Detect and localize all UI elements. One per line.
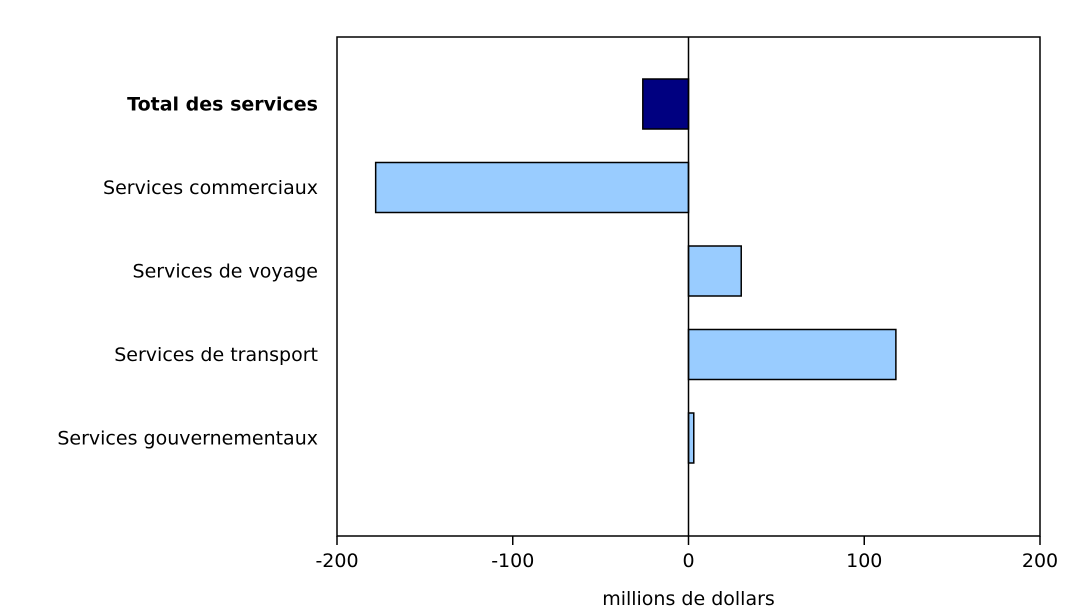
bar-0 — [642, 78, 690, 130]
bar-4 — [687, 412, 695, 464]
bar-3 — [687, 328, 897, 381]
category-label-3: Services de transport — [114, 344, 318, 366]
category-labels: Total des services Services commerciaux Se… — [57, 94, 318, 450]
bar-1 — [374, 161, 690, 214]
bar-2 — [687, 245, 742, 297]
category-label-1: Services commerciaux — [103, 177, 318, 199]
x-tick-label-4: 200 — [1022, 550, 1058, 572]
x-axis-title: millions de dollars — [602, 588, 775, 610]
category-label-0: Total des services — [127, 94, 318, 116]
category-label-4: Services gouvernementaux — [57, 428, 318, 450]
category-label-2: Services de voyage — [133, 261, 318, 283]
x-tick-label-3: 100 — [846, 550, 882, 572]
x-axis-ticks: -200 -100 0 100 200 — [315, 536, 1058, 572]
x-tick-label-0: -200 — [315, 550, 358, 572]
x-tick-label-1: -100 — [491, 550, 534, 572]
x-tick-label-2: 0 — [682, 550, 694, 572]
bars-layer — [374, 78, 897, 464]
